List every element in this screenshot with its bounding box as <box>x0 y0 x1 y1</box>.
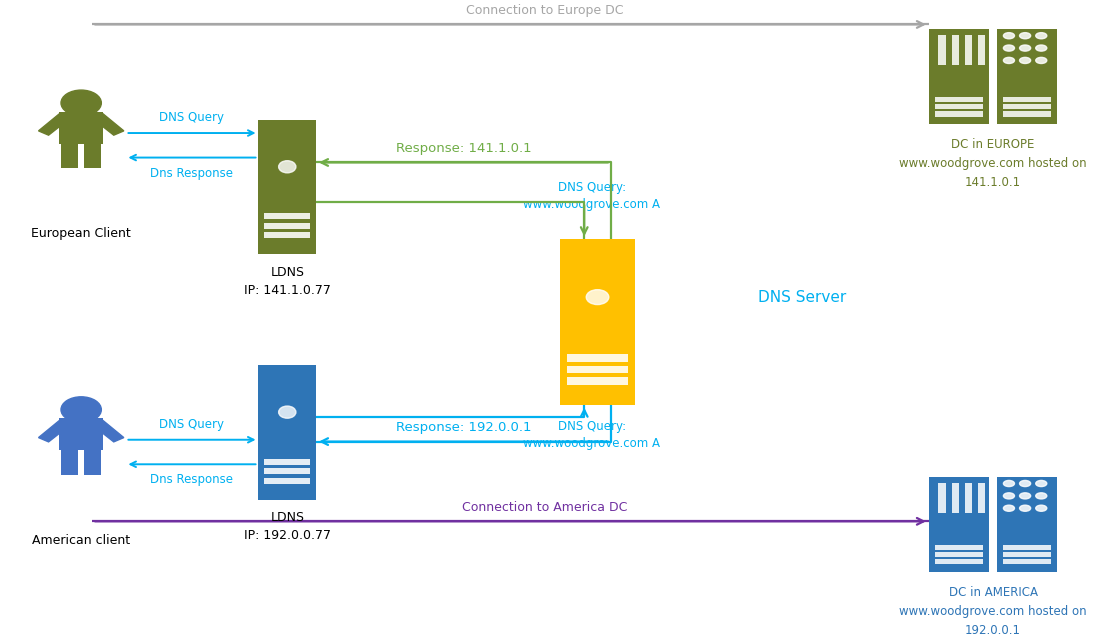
FancyBboxPatch shape <box>264 459 311 465</box>
Text: DNS Query: DNS Query <box>159 417 225 431</box>
Text: Response: 192.0.0.1: Response: 192.0.0.1 <box>395 421 531 434</box>
Circle shape <box>1036 45 1047 51</box>
FancyBboxPatch shape <box>965 35 971 65</box>
Circle shape <box>1019 480 1030 487</box>
Circle shape <box>1019 493 1030 499</box>
FancyBboxPatch shape <box>951 482 959 513</box>
FancyBboxPatch shape <box>258 120 316 254</box>
Polygon shape <box>39 114 69 135</box>
FancyBboxPatch shape <box>560 239 635 405</box>
Circle shape <box>1004 480 1015 487</box>
Circle shape <box>1036 480 1047 487</box>
FancyBboxPatch shape <box>938 482 946 513</box>
FancyBboxPatch shape <box>85 144 101 168</box>
FancyBboxPatch shape <box>1003 559 1051 564</box>
Circle shape <box>1019 57 1030 64</box>
FancyBboxPatch shape <box>258 365 316 500</box>
Circle shape <box>1004 505 1015 511</box>
FancyBboxPatch shape <box>951 35 959 65</box>
Circle shape <box>1004 57 1015 64</box>
FancyBboxPatch shape <box>936 545 984 550</box>
FancyBboxPatch shape <box>938 35 946 65</box>
FancyBboxPatch shape <box>567 377 627 385</box>
FancyBboxPatch shape <box>264 468 311 474</box>
FancyBboxPatch shape <box>936 111 984 117</box>
FancyBboxPatch shape <box>61 450 78 475</box>
FancyBboxPatch shape <box>936 104 984 109</box>
Ellipse shape <box>278 406 296 418</box>
Text: DNS Query:
www.woodgrove.com A: DNS Query: www.woodgrove.com A <box>524 181 661 211</box>
Ellipse shape <box>278 161 296 173</box>
FancyBboxPatch shape <box>264 478 311 484</box>
Circle shape <box>1036 505 1047 511</box>
FancyBboxPatch shape <box>978 35 985 65</box>
FancyBboxPatch shape <box>997 477 1057 572</box>
Circle shape <box>1036 33 1047 39</box>
FancyBboxPatch shape <box>936 559 984 564</box>
FancyBboxPatch shape <box>929 477 989 572</box>
Text: Connection to America DC: Connection to America DC <box>461 501 627 514</box>
FancyBboxPatch shape <box>567 366 627 374</box>
FancyBboxPatch shape <box>85 450 101 475</box>
Text: DC in EUROPE
www.woodgrove.com hosted on
141.1.0.1: DC in EUROPE www.woodgrove.com hosted on… <box>899 138 1087 189</box>
FancyBboxPatch shape <box>997 29 1057 124</box>
Text: DNS Query:
www.woodgrove.com A: DNS Query: www.woodgrove.com A <box>524 420 661 450</box>
FancyBboxPatch shape <box>59 111 102 144</box>
Text: DNS Server: DNS Server <box>759 290 847 305</box>
FancyBboxPatch shape <box>567 354 627 362</box>
Text: European Client: European Client <box>31 227 131 240</box>
Circle shape <box>1019 505 1030 511</box>
Text: DNS Query: DNS Query <box>159 111 225 124</box>
Circle shape <box>1004 45 1015 51</box>
Circle shape <box>1019 45 1030 51</box>
Ellipse shape <box>61 397 101 422</box>
FancyBboxPatch shape <box>264 232 311 238</box>
FancyBboxPatch shape <box>936 552 984 557</box>
Text: American client: American client <box>32 534 130 547</box>
Ellipse shape <box>61 90 101 116</box>
FancyBboxPatch shape <box>1003 545 1051 550</box>
FancyBboxPatch shape <box>1003 104 1051 109</box>
Circle shape <box>1036 57 1047 64</box>
Circle shape <box>1004 493 1015 499</box>
FancyBboxPatch shape <box>929 29 989 124</box>
Ellipse shape <box>586 290 609 305</box>
FancyBboxPatch shape <box>59 418 102 450</box>
Text: Response: 141.1.0.1: Response: 141.1.0.1 <box>395 142 531 155</box>
Text: Dns Response: Dns Response <box>150 167 234 180</box>
FancyBboxPatch shape <box>1003 111 1051 117</box>
Text: Connection to Europe DC: Connection to Europe DC <box>466 4 623 17</box>
FancyBboxPatch shape <box>264 213 311 220</box>
FancyBboxPatch shape <box>965 482 971 513</box>
FancyBboxPatch shape <box>936 97 984 102</box>
Polygon shape <box>94 114 124 135</box>
Text: Dns Response: Dns Response <box>150 473 234 486</box>
Text: LDNS
IP: 141.1.0.77: LDNS IP: 141.1.0.77 <box>244 265 331 296</box>
FancyBboxPatch shape <box>1003 97 1051 102</box>
Polygon shape <box>94 421 124 442</box>
FancyBboxPatch shape <box>264 223 311 229</box>
FancyBboxPatch shape <box>61 144 78 168</box>
FancyBboxPatch shape <box>978 482 985 513</box>
Text: DC in AMERICA
www.woodgrove.com hosted on
192.0.0.1: DC in AMERICA www.woodgrove.com hosted o… <box>899 586 1087 637</box>
Circle shape <box>1004 33 1015 39</box>
Polygon shape <box>39 421 69 442</box>
FancyBboxPatch shape <box>1003 552 1051 557</box>
Circle shape <box>1036 493 1047 499</box>
Text: LDNS
IP: 192.0.0.77: LDNS IP: 192.0.0.77 <box>244 511 331 542</box>
Circle shape <box>1019 33 1030 39</box>
